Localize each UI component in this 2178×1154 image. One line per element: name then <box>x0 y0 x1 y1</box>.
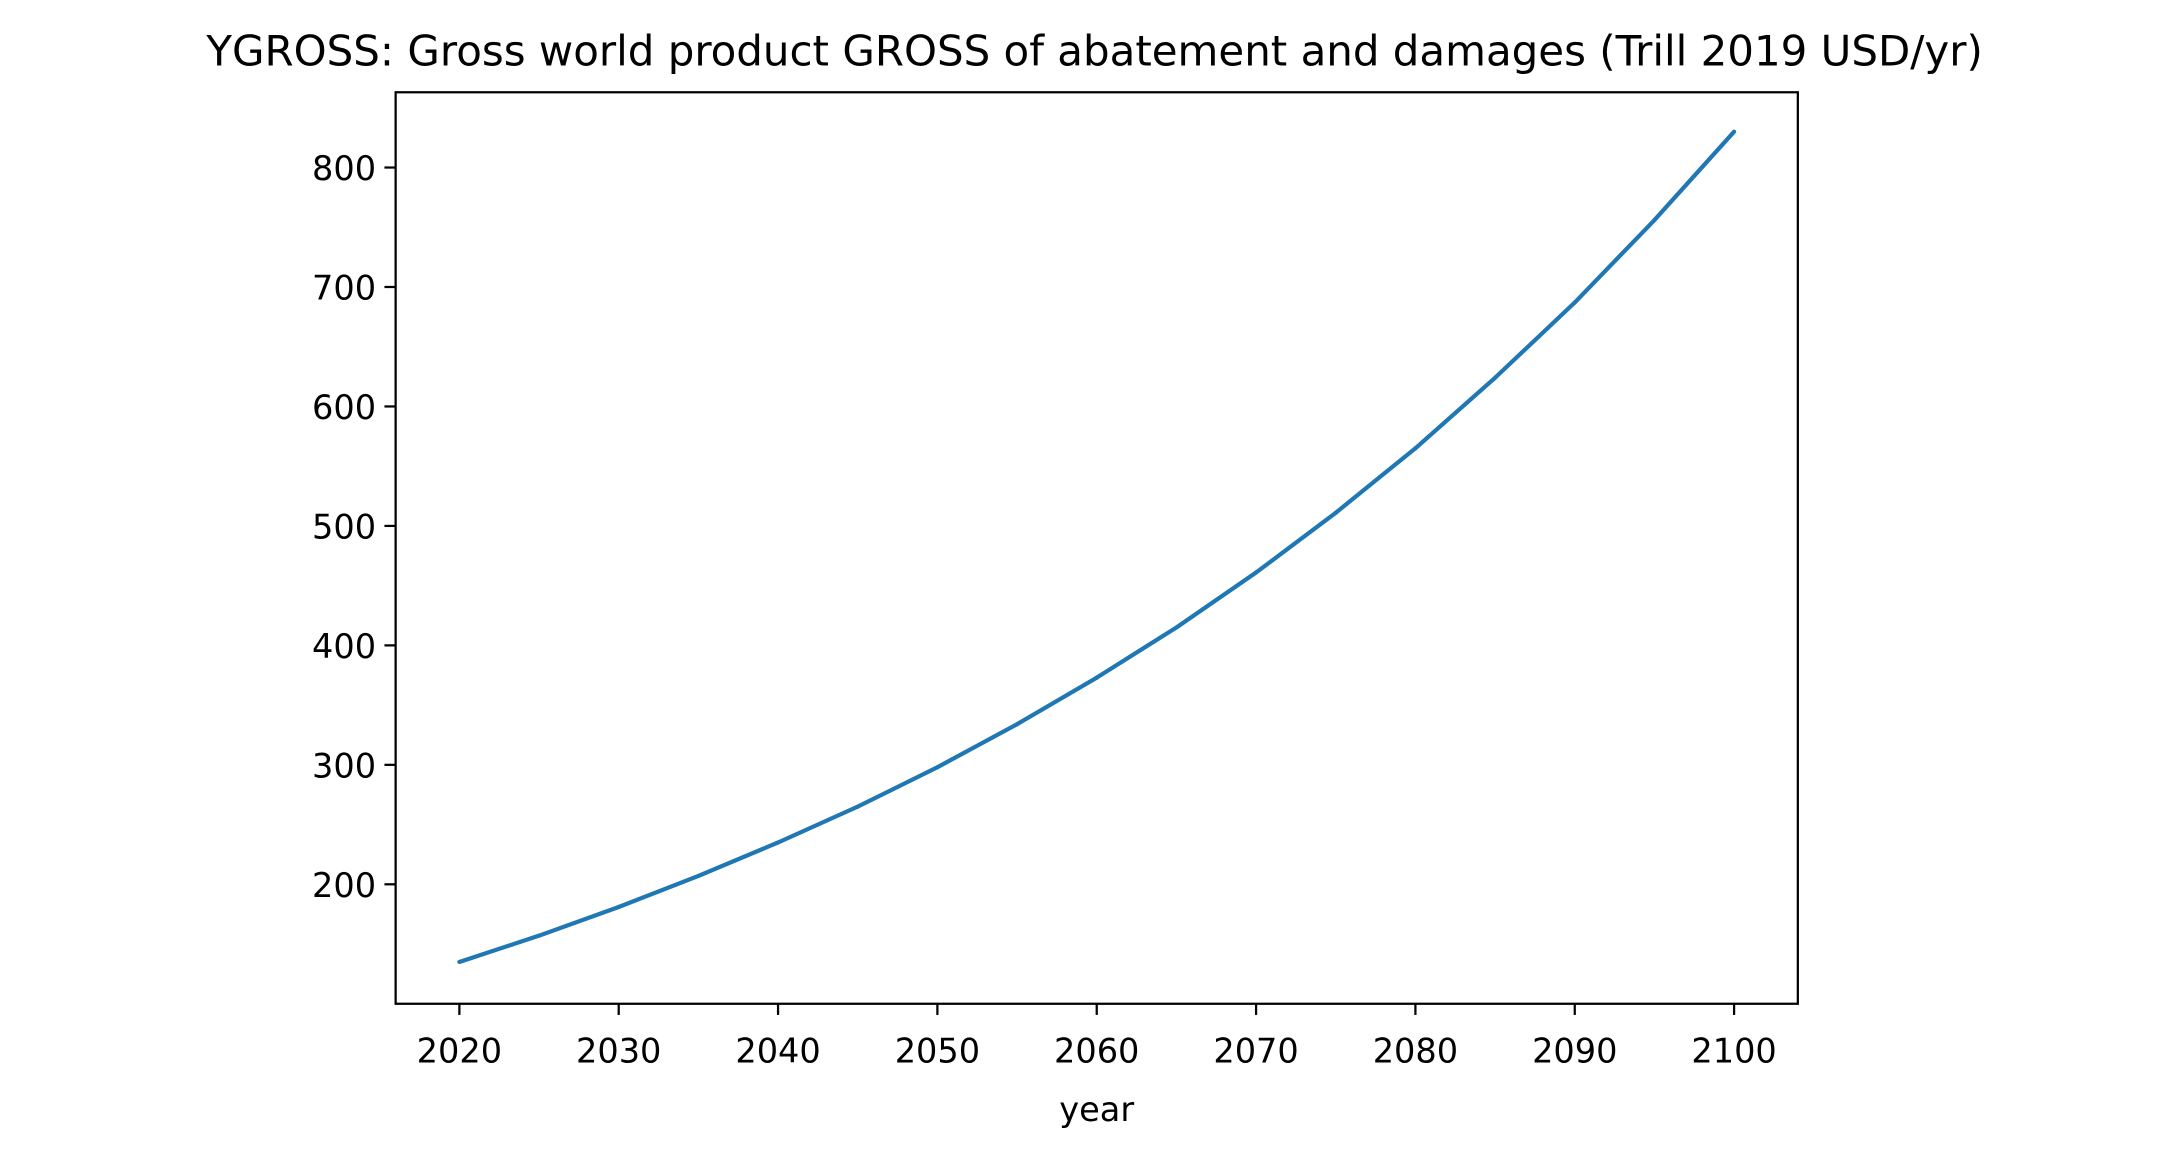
x-tick-label: 2100 <box>1691 1031 1776 1070</box>
y-tick-label: 500 <box>312 507 376 546</box>
data-point <box>1413 446 1418 451</box>
data-point <box>1014 722 1020 727</box>
y-tick-label: 200 <box>312 866 376 905</box>
data-point <box>1652 217 1657 223</box>
y-tick-label: 400 <box>312 627 376 666</box>
data-point <box>1333 510 1338 515</box>
data-point <box>1572 300 1577 305</box>
data-point <box>1174 625 1179 630</box>
data-point <box>1253 570 1259 575</box>
y-tick-label: 600 <box>312 388 376 427</box>
data-point <box>696 873 701 879</box>
y-tick-label: 300 <box>312 746 376 785</box>
chart-title: YGROSS: Gross world product GROSS of aba… <box>205 27 1982 76</box>
x-tick-label: 2090 <box>1532 1031 1617 1070</box>
x-tick-label: 2050 <box>895 1031 980 1070</box>
y-axis: 200 300 400 500 600 700 800 <box>312 149 396 905</box>
data-point <box>775 840 781 845</box>
data-point <box>855 804 860 809</box>
series-layer <box>457 129 1737 965</box>
x-tick-label: 2060 <box>1054 1031 1139 1070</box>
x-tick-label: 2020 <box>417 1031 502 1070</box>
data-point <box>536 933 542 938</box>
data-point <box>1094 675 1099 680</box>
x-axis: 2020 2030 2040 2050 2060 2070 2080 2090 2100 <box>417 1003 1777 1070</box>
data-point <box>457 959 462 965</box>
data-point <box>1492 375 1498 380</box>
x-tick-label: 2030 <box>576 1031 661 1070</box>
x-tick-label: 2070 <box>1213 1031 1298 1070</box>
x-tick-label: 2080 <box>1373 1031 1458 1070</box>
data-point <box>616 904 621 910</box>
y-tick-label: 800 <box>312 149 376 188</box>
x-tick-label: 2040 <box>735 1031 820 1070</box>
data-point <box>935 765 940 770</box>
y-tick-label: 700 <box>312 269 376 308</box>
x-axis-label: year <box>1059 1090 1134 1129</box>
data-point <box>1731 129 1737 134</box>
